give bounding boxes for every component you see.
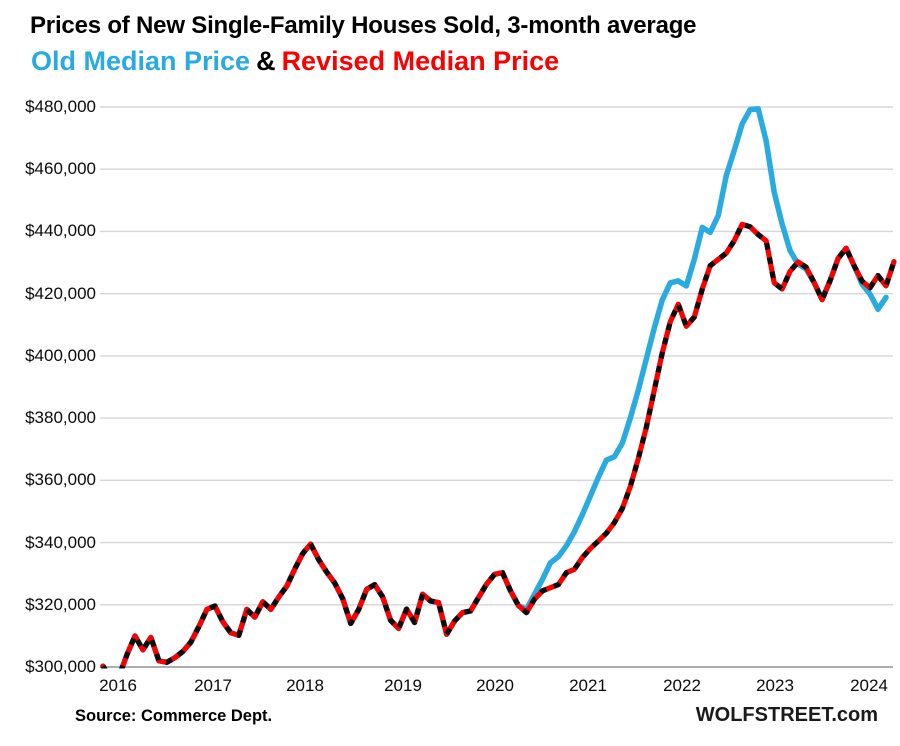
x-tick-2024: 2024: [850, 676, 888, 695]
y-tick-$420,000: $420,000: [25, 283, 96, 303]
y-tick-$460,000: $460,000: [25, 159, 96, 179]
y-tick-$320,000: $320,000: [25, 594, 96, 614]
wolfstreet-watermark: WOLFSTREET.com: [695, 704, 878, 726]
revised-median-price-line: [100, 221, 897, 669]
y-tick-$400,000: $400,000: [25, 345, 96, 365]
chart-legend: Old Median Price & Revised Median Price: [31, 46, 559, 77]
x-tick-2021: 2021: [569, 676, 607, 695]
y-tick-$480,000: $480,000: [25, 97, 96, 116]
x-tick-2020: 2020: [476, 676, 514, 695]
y-tick-$360,000: $360,000: [25, 470, 96, 490]
old-median-price-line: [100, 106, 889, 669]
x-tick-2018: 2018: [286, 676, 324, 695]
y-tick-$340,000: $340,000: [25, 532, 96, 552]
y-tick-$380,000: $380,000: [25, 408, 96, 428]
y-tick-$440,000: $440,000: [25, 221, 96, 241]
legend-ampersand: &: [256, 46, 276, 76]
chart-title: Prices of New Single-Family Houses Sold,…: [30, 12, 697, 39]
x-tick-2023: 2023: [756, 676, 794, 695]
source-note: Source: Commerce Dept.: [75, 707, 273, 725]
y-tick-$300,000: $300,000: [25, 657, 96, 676]
x-tick-2016: 2016: [99, 676, 137, 695]
x-tick-2017: 2017: [194, 676, 232, 695]
legend-revised-median-price: Revised Median Price: [281, 46, 560, 76]
x-tick-2019: 2019: [384, 676, 422, 695]
legend-old-median-price: Old Median Price: [31, 46, 251, 76]
revised-median-price-dash-overlay: [100, 221, 897, 669]
x-tick-2022: 2022: [663, 676, 701, 695]
